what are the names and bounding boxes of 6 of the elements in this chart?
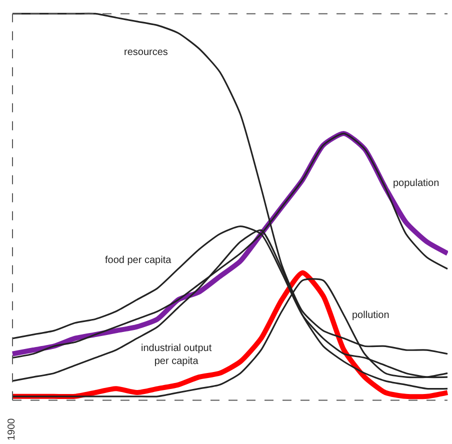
- series-label: food per capita: [105, 255, 172, 266]
- series-label: industrial output per capita: [141, 343, 212, 367]
- text: 1900: [6, 418, 18, 441]
- series-label: resources: [124, 47, 168, 58]
- series-label: population: [393, 178, 440, 189]
- series-label: pollution: [352, 310, 390, 321]
